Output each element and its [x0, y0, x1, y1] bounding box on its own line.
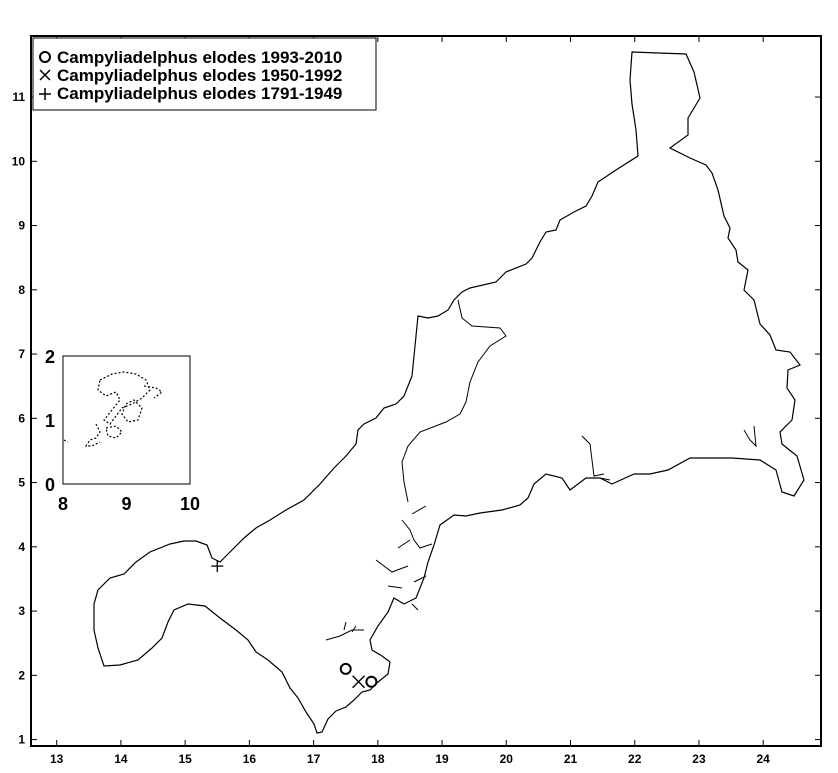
legend-plus-marker — [39, 88, 51, 100]
legend-label-1993-2010: Campyliadelphus elodes 1993-2010 — [57, 48, 342, 67]
inset-x-tick-label: 9 — [121, 494, 131, 514]
x-axis-tick-labels: 13 14 15 16 17 18 19 20 21 22 23 24 — [50, 752, 770, 766]
x-tick-label: 21 — [564, 752, 578, 766]
x-tick-label: 20 — [500, 752, 514, 766]
x-tick-label: 14 — [114, 752, 128, 766]
y-tick-label: 6 — [18, 411, 25, 425]
legend-label-1791-1949: Campyliadelphus elodes 1791-1949 — [57, 84, 342, 103]
estuary-east — [401, 299, 507, 503]
legend: Campyliadelphus elodes 1993-2010 Campyli… — [32, 37, 377, 111]
y-tick-label: 10 — [12, 154, 26, 168]
record-plus-1791-1949 — [211, 560, 224, 573]
legend-box — [32, 37, 377, 111]
inset-tick-labels: 8 9 10 0 1 2 — [45, 347, 200, 514]
legend-cross-marker — [39, 69, 51, 81]
plot-frame — [30, 35, 822, 747]
x-tick-label: 13 — [50, 752, 64, 766]
y-tick-label: 2 — [18, 668, 25, 682]
estuary-river-2 — [325, 621, 364, 641]
y-tick-label: 4 — [18, 540, 25, 554]
y-tick-label: 8 — [18, 283, 25, 297]
inset-x-tick-label: 8 — [58, 494, 68, 514]
coastline-outline — [93, 51, 805, 734]
inset-x-tick-label: 10 — [180, 494, 200, 514]
inset-islands — [63, 371, 164, 447]
inset-y-tick-label: 1 — [45, 411, 55, 431]
inset-y-tick-label: 0 — [45, 475, 55, 495]
x-tick-label: 18 — [371, 752, 385, 766]
y-tick-label: 9 — [18, 219, 25, 233]
y-tick-label: 11 — [12, 90, 25, 104]
y-tick-label: 7 — [18, 347, 25, 361]
x-tick-label: 16 — [243, 752, 257, 766]
x-tick-label: 15 — [178, 752, 192, 766]
legend-circle-marker — [39, 51, 51, 63]
record-markers — [211, 560, 378, 689]
estuary-river-3 — [581, 435, 611, 481]
estuary-river-4 — [743, 425, 757, 448]
x-tick-label: 17 — [307, 752, 321, 766]
legend-label-1950-1992: Campyliadelphus elodes 1950-1992 — [57, 66, 342, 85]
x-tick-label: 23 — [692, 752, 706, 766]
estuary-river-1 — [375, 505, 433, 611]
y-axis-tick-labels: 1 2 3 4 5 6 7 8 9 10 11 — [12, 90, 26, 747]
y-tick-label: 1 — [18, 733, 25, 747]
record-cross-1950-1992 — [352, 675, 366, 689]
x-tick-label: 24 — [757, 752, 771, 766]
record-circle-1993-2010 — [339, 662, 352, 675]
inset-y-tick-label: 2 — [45, 347, 55, 367]
x-tick-label: 22 — [628, 752, 642, 766]
y-tick-label: 3 — [18, 604, 25, 618]
inset-map: 8 9 10 0 1 2 — [45, 347, 200, 514]
record-circle-1993-2010 — [365, 675, 378, 688]
y-tick-label: 5 — [18, 476, 25, 490]
x-tick-label: 19 — [435, 752, 449, 766]
